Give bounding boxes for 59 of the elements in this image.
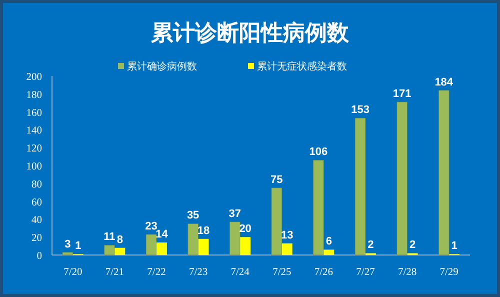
bar xyxy=(271,188,282,256)
x-tick-label: 7/28 xyxy=(398,267,417,278)
bar xyxy=(62,252,74,256)
data-label: 6 xyxy=(326,236,332,248)
y-tick-label: 0 xyxy=(36,251,42,262)
bar xyxy=(188,223,199,256)
x-tick-label: 7/23 xyxy=(188,267,208,278)
bar xyxy=(146,234,157,256)
y-tick-label: 40 xyxy=(32,215,42,226)
data-label: 184 xyxy=(434,76,454,88)
y-tick-label: 100 xyxy=(26,162,42,172)
bar xyxy=(354,118,366,256)
legend-label: 累计确诊病例数 xyxy=(127,60,197,72)
bar xyxy=(240,237,251,255)
bar xyxy=(396,102,408,256)
y-tick-label: 180 xyxy=(26,90,42,101)
data-label: 75 xyxy=(270,174,283,186)
data-label: 18 xyxy=(197,224,210,237)
data-label: 153 xyxy=(351,104,370,116)
y-tick-label: 140 xyxy=(26,126,42,137)
x-tick-label: 7/24 xyxy=(230,267,250,278)
bar xyxy=(104,244,115,256)
bar xyxy=(229,222,240,256)
x-tick-label: 7/26 xyxy=(314,267,334,278)
data-label: 106 xyxy=(309,146,328,158)
data-label: 171 xyxy=(392,88,412,100)
data-label: 2 xyxy=(368,239,374,252)
y-tick-label: 200 xyxy=(26,72,42,83)
data-label: 23 xyxy=(145,220,158,232)
x-tick-label: 7/21 xyxy=(105,267,124,278)
y-tick-label: 60 xyxy=(32,197,42,208)
bar xyxy=(198,238,209,255)
data-label: 13 xyxy=(281,229,294,242)
data-label: 14 xyxy=(156,228,169,240)
chart-title: 累计诊断阳性病例数 xyxy=(150,21,350,46)
bar xyxy=(438,90,450,256)
y-tick-label: 20 xyxy=(32,233,42,244)
data-label: 1 xyxy=(451,240,458,252)
y-tick-label: 120 xyxy=(26,144,42,155)
bar xyxy=(282,243,292,255)
x-tick-label: 7/29 xyxy=(440,267,458,278)
data-label: 37 xyxy=(228,208,241,220)
x-tick-label: 7/25 xyxy=(272,267,292,278)
data-label: 11 xyxy=(104,231,116,244)
x-tick-label: 7/20 xyxy=(64,267,82,278)
bar xyxy=(156,242,167,255)
data-label: 8 xyxy=(116,234,123,246)
x-tick-label: 7/27 xyxy=(356,267,375,278)
x-tick-label: 7/22 xyxy=(147,267,166,278)
legend-label: 累计无症状感染者数 xyxy=(257,60,347,72)
data-label: 2 xyxy=(409,239,416,252)
y-tick-label: 80 xyxy=(32,179,42,190)
data-label: 35 xyxy=(186,210,200,222)
bar xyxy=(313,160,324,256)
data-label: 3 xyxy=(64,238,71,250)
data-label: 1 xyxy=(75,240,82,252)
y-tick-label: 160 xyxy=(26,108,42,119)
bar xyxy=(114,248,126,255)
bar xyxy=(324,250,334,255)
